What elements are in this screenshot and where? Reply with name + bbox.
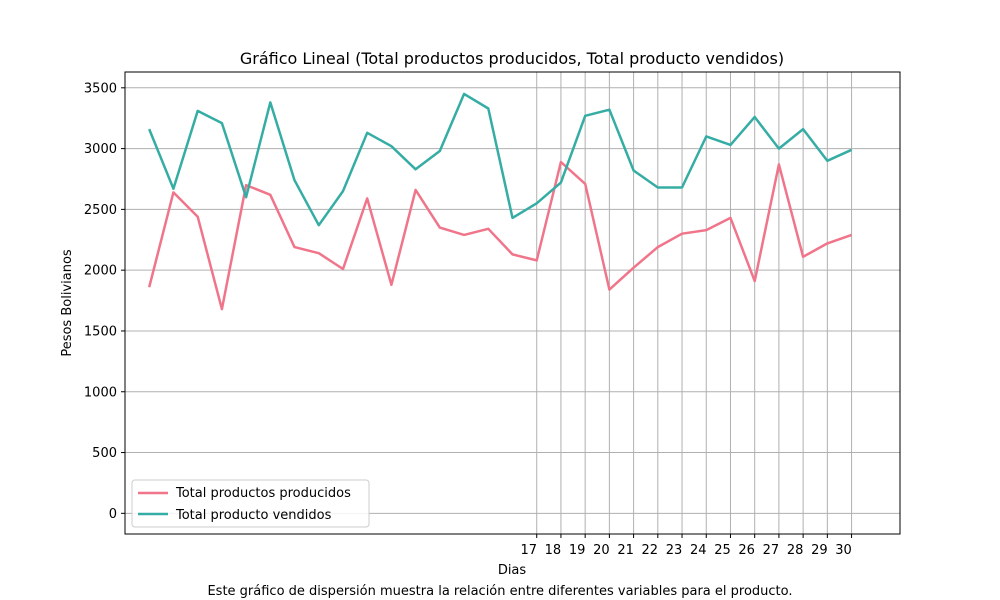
y-tick-label: 500: [92, 446, 117, 461]
y-tick-label: 1500: [84, 324, 117, 339]
series-layer: [147, 92, 853, 311]
legend-label-vendidos: Total producto vendidos: [175, 508, 332, 523]
legend-box: [131, 479, 370, 528]
y-tick-label: 0: [109, 507, 117, 522]
y-tick-label: 2000: [84, 264, 117, 279]
series-line-vendidos: [148, 92, 853, 227]
x-tick-label: 17: [520, 543, 537, 558]
grid-layer: [125, 72, 900, 534]
y-tick-label: 3000: [84, 142, 117, 157]
x-tick-label: 27: [763, 543, 780, 558]
x-tick-label: 22: [642, 543, 659, 558]
series-line-producidos: [147, 160, 853, 311]
y-axis-label: Pesos Bolivianos: [60, 249, 75, 357]
y-tick-label: 1000: [84, 385, 117, 400]
chart-caption: Este gráfico de dispersión muestra la re…: [207, 584, 793, 599]
x-tick-label: 26: [738, 543, 755, 558]
x-tick-label: 20: [593, 543, 610, 558]
x-tick-label: 21: [617, 543, 634, 558]
y-tick-label: 2500: [84, 203, 117, 218]
chart-title: Gráfico Lineal (Total productos producid…: [240, 49, 784, 68]
x-tick-label: 23: [666, 543, 683, 558]
x-tick-label: 28: [787, 543, 804, 558]
x-tick-label: 30: [835, 543, 852, 558]
legend: Total productos producidos Total product…: [131, 479, 370, 528]
y-tick-label: 3500: [84, 81, 117, 96]
tick-layer: 0 500 1000 1500 2000 2500 3000 3500 17 18 19 20 21 22…: [84, 81, 853, 558]
x-axis-label: Dias: [498, 563, 527, 578]
legend-label-producidos: Total productos producidos: [175, 486, 351, 501]
x-tick-label: 24: [690, 543, 707, 558]
x-tick-label: 25: [714, 543, 731, 558]
x-tick-label: 18: [545, 543, 562, 558]
x-tick-label: 29: [811, 543, 828, 558]
plot-area-frame: [124, 71, 901, 535]
x-tick-label: 19: [569, 543, 586, 558]
